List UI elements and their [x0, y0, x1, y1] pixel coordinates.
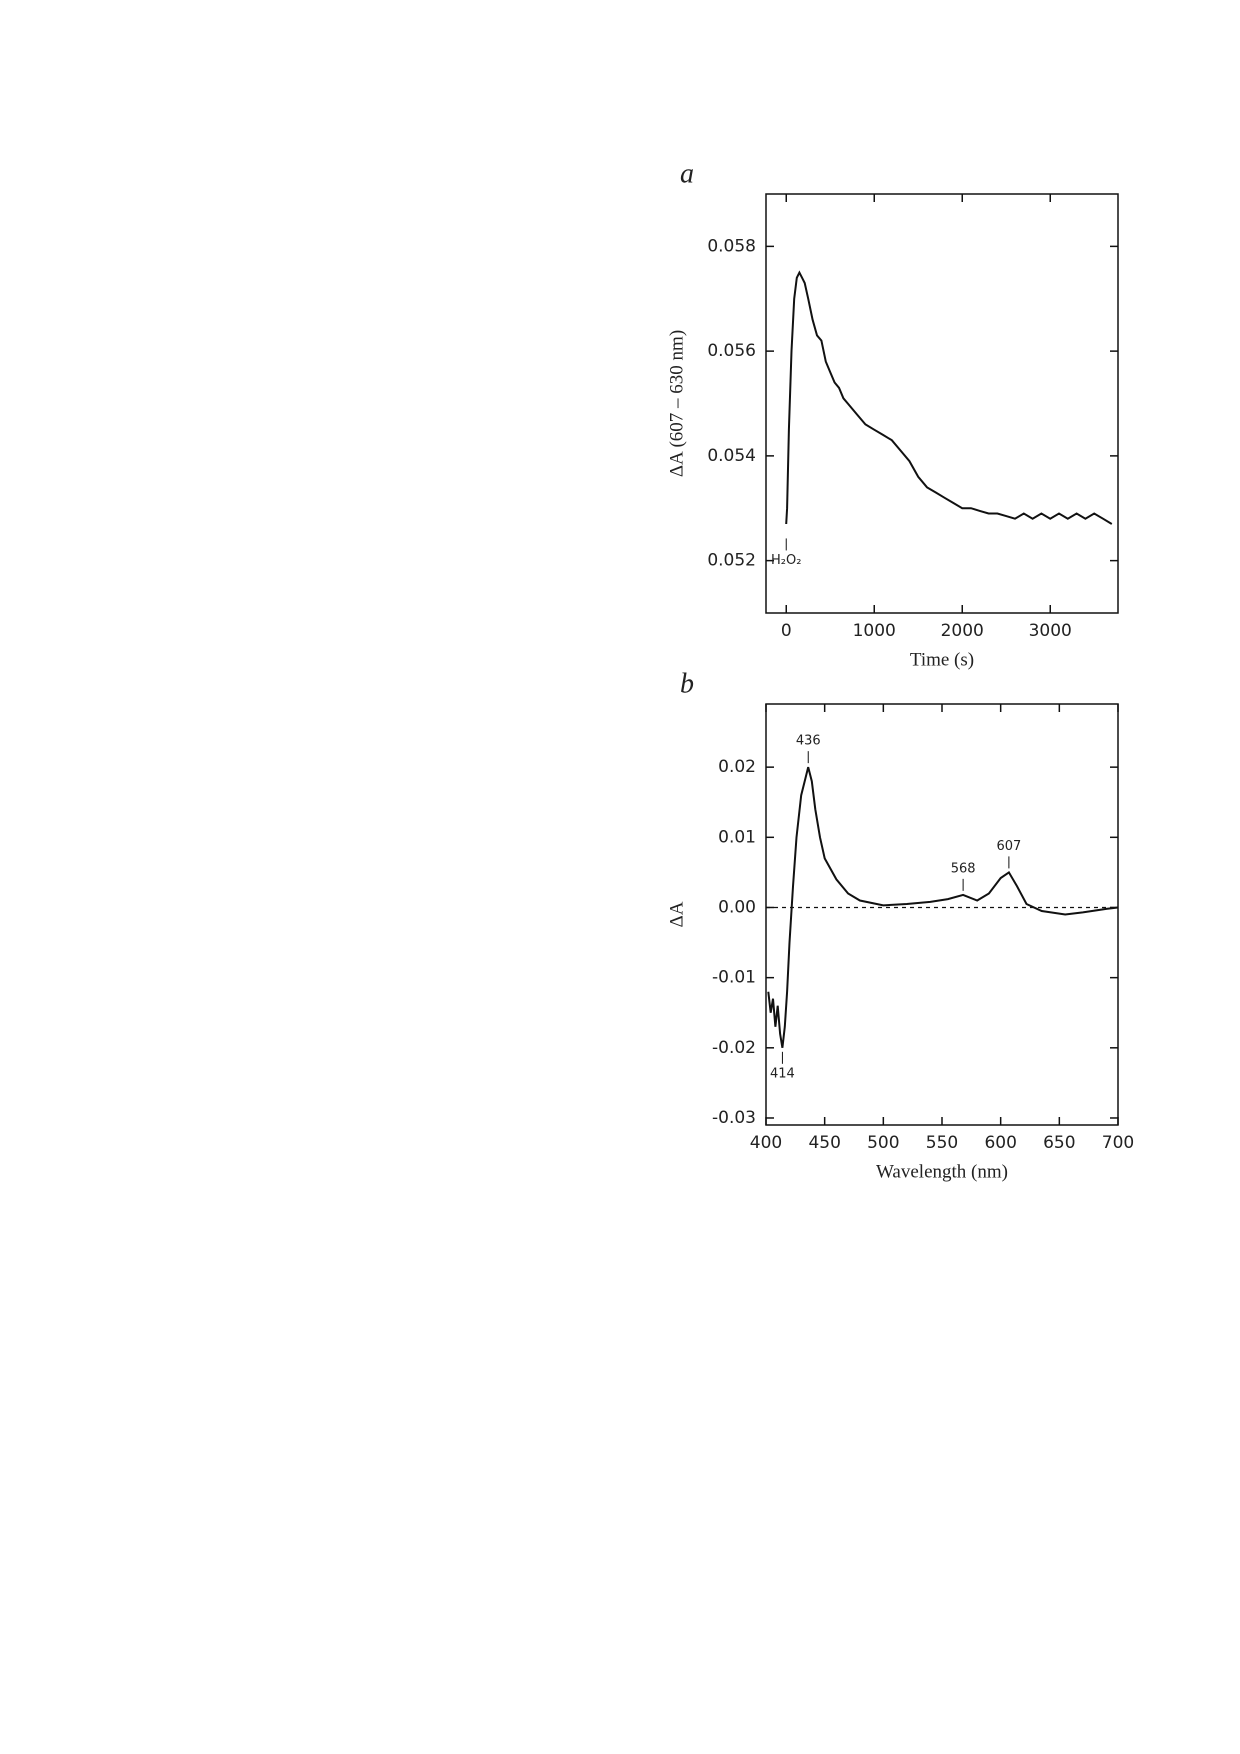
annotation: 568: [951, 861, 976, 876]
y-tick-label: 0.00: [718, 897, 756, 917]
x-tick-label: 2000: [941, 621, 984, 641]
y-tick-label: -0.02: [712, 1038, 756, 1058]
x-tick-label: 1000: [853, 621, 896, 641]
y-tick-label: 0.054: [707, 446, 756, 466]
x-tick-label: 400: [750, 1133, 782, 1153]
x-tick-label: 550: [926, 1133, 958, 1153]
plot-frame: [765, 193, 1119, 614]
data-line: [767, 766, 1119, 1048]
annotation: 414: [770, 1066, 795, 1081]
y-tick-label: 0.052: [707, 551, 756, 571]
annotation: 436: [796, 734, 821, 749]
annotation: 607: [996, 839, 1021, 854]
x-tick-label: 700: [1102, 1133, 1134, 1153]
x-tick-label: 600: [984, 1133, 1016, 1153]
x-axis-label: Wavelength (nm): [876, 1161, 1008, 1182]
x-tick-label: 0: [781, 621, 792, 641]
x-tick-label: 650: [1043, 1133, 1075, 1153]
panel-label: b: [680, 668, 694, 699]
y-tick-label: -0.03: [712, 1108, 756, 1128]
x-tick-label: 450: [808, 1133, 840, 1153]
y-tick-label: 0.01: [718, 827, 756, 847]
x-tick-label: 500: [867, 1133, 899, 1153]
annotation: H₂O₂: [771, 553, 801, 568]
y-tick-label: 0.056: [707, 341, 756, 361]
y-axis-label: ΔA (607 – 630 nm): [666, 330, 687, 477]
data-line: [785, 270, 1113, 525]
y-tick-label: -0.01: [712, 968, 756, 988]
y-tick-label: 0.02: [718, 757, 756, 777]
y-tick-label: 0.058: [707, 236, 756, 256]
panel-label: a: [680, 158, 694, 189]
x-axis-label: Time (s): [910, 649, 974, 670]
x-tick-label: 3000: [1029, 621, 1072, 641]
y-axis-label: ΔA: [666, 901, 687, 927]
